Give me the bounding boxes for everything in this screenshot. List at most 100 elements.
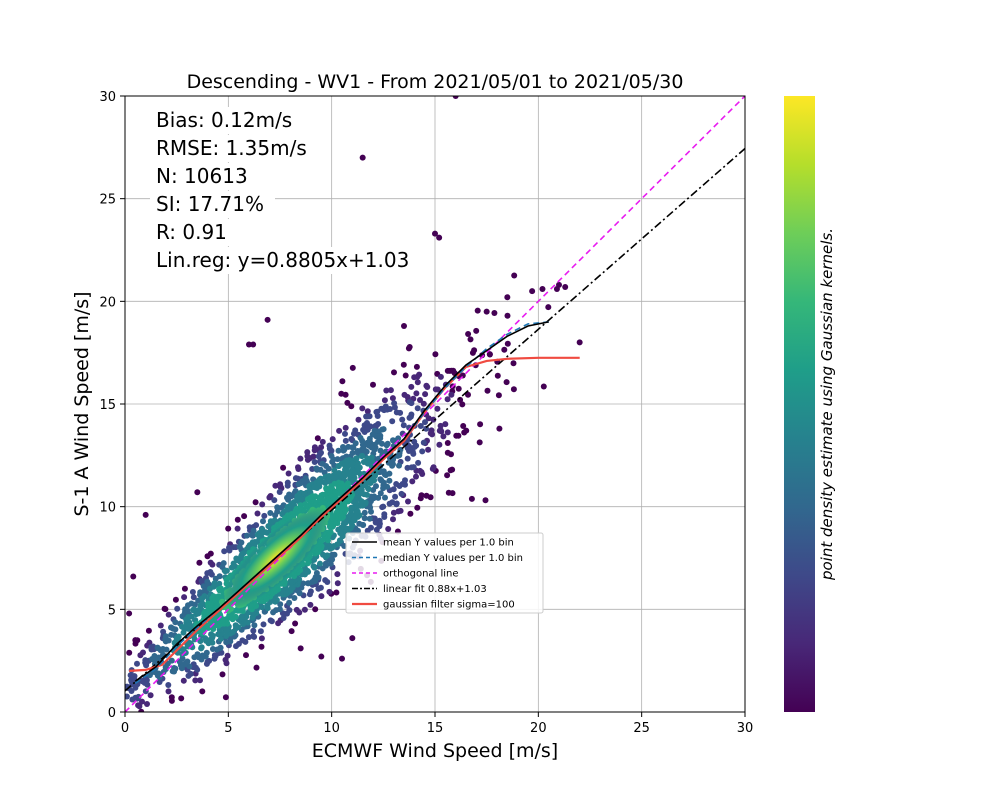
density-point [196,559,203,566]
density-point [244,532,250,539]
density-point [370,487,377,493]
density-point [420,400,427,407]
density-point [277,601,284,608]
density-point [423,425,430,432]
density-point [398,490,405,497]
stat-line: SI: 17.71% [156,192,264,216]
density-point [206,657,213,664]
density-point [468,495,475,502]
density-point [510,386,517,393]
density-point [145,627,152,634]
density-point [383,387,390,394]
y-tick-label: 30 [99,90,116,105]
outlier-point [436,234,443,241]
density-point [366,515,373,522]
density-point [385,526,392,532]
stat-bg [150,163,252,190]
density-point [178,695,185,702]
density-point [144,701,150,707]
outlier-point [132,637,139,644]
density-point [418,492,425,499]
density-point [301,606,308,613]
stat-line: N: 10613 [156,164,248,188]
density-point [377,490,384,497]
density-point [318,444,325,451]
stat-bg [150,135,310,162]
density-point [400,361,407,368]
x-tick-label: 0 [121,721,129,736]
density-point [234,525,241,532]
outlier-point [194,489,201,496]
series-line [129,356,580,672]
density-point [540,383,547,390]
density-point [272,482,279,489]
density-point [440,433,447,440]
density-point [444,440,451,446]
density-point [467,336,474,343]
density-point [329,436,336,443]
density-point [407,510,414,517]
density-point [224,652,231,659]
density-point [386,500,393,507]
density-point [174,605,181,612]
density-point [409,478,416,485]
density-point [163,646,170,653]
density-point [424,384,431,390]
x-tick-label: 25 [633,721,650,736]
density-point [399,416,406,423]
density-point [444,396,451,403]
density-point [408,400,415,407]
density-point [258,635,265,642]
density-point [317,560,323,567]
density-point [180,677,187,684]
density-point [395,508,402,515]
density-point [172,619,179,626]
y-tick-label: 25 [99,193,116,208]
series-line [134,321,549,682]
x-tick-label: 15 [427,721,444,736]
density-point [404,455,411,462]
density-point [342,424,349,431]
density-point [192,601,198,608]
density-point [457,396,464,403]
outlier-point [432,230,438,237]
density-point [448,391,455,398]
density-point [444,429,451,436]
density-point [297,455,304,462]
density-point [165,637,172,644]
density-point [473,327,480,334]
density-point [135,702,142,709]
density-point [245,634,252,641]
density-point [180,629,187,636]
density-point [393,500,400,507]
density-point [383,442,390,449]
density-point [364,527,371,534]
outlier-point [401,322,407,329]
legend: mean Y values per 1.0 bin median Y values… [345,532,544,614]
density-point [422,419,428,426]
density-point [447,467,454,474]
density-point [377,447,384,454]
density-point [139,698,145,705]
density-point [335,447,342,454]
density-point [510,360,517,367]
density-point [406,414,413,421]
density-point [400,422,407,429]
legend-label: mean Y values per 1.0 bin [383,538,514,549]
y-tick-label: 10 [99,501,116,516]
y-tick-label: 15 [99,398,116,413]
density-point [382,494,388,501]
density-point [348,403,355,410]
density-point [192,677,199,684]
series-lines [125,96,745,712]
y-axis-title: S-1 A Wind Speed [m/s] [71,291,93,516]
density-point [165,611,172,618]
density-point [143,662,150,669]
density-point [310,563,317,570]
density-point [427,430,434,437]
density-point [223,639,230,646]
density-point [250,633,257,640]
density-point [318,593,325,600]
density-point [387,406,393,412]
density-point [390,509,397,516]
